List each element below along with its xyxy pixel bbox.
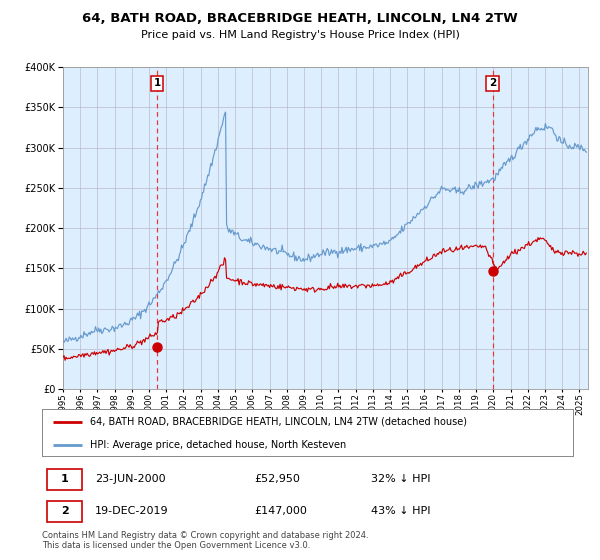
Text: 43% ↓ HPI: 43% ↓ HPI [371, 506, 431, 516]
Text: 64, BATH ROAD, BRACEBRIDGE HEATH, LINCOLN, LN4 2TW (detached house): 64, BATH ROAD, BRACEBRIDGE HEATH, LINCOL… [90, 417, 467, 427]
Text: 1: 1 [154, 78, 161, 88]
Text: £147,000: £147,000 [254, 506, 307, 516]
Text: Price paid vs. HM Land Registry's House Price Index (HPI): Price paid vs. HM Land Registry's House … [140, 30, 460, 40]
Text: 19-DEC-2019: 19-DEC-2019 [95, 506, 169, 516]
Text: 32% ↓ HPI: 32% ↓ HPI [371, 474, 431, 484]
Text: 23-JUN-2000: 23-JUN-2000 [95, 474, 166, 484]
Text: Contains HM Land Registry data © Crown copyright and database right 2024.
This d: Contains HM Land Registry data © Crown c… [42, 531, 368, 550]
FancyBboxPatch shape [47, 501, 82, 522]
Text: 64, BATH ROAD, BRACEBRIDGE HEATH, LINCOLN, LN4 2TW: 64, BATH ROAD, BRACEBRIDGE HEATH, LINCOL… [82, 12, 518, 25]
Text: £52,950: £52,950 [254, 474, 300, 484]
Text: HPI: Average price, detached house, North Kesteven: HPI: Average price, detached house, Nort… [90, 440, 346, 450]
Text: 2: 2 [61, 506, 69, 516]
Text: 1: 1 [61, 474, 69, 484]
Text: 2: 2 [489, 78, 496, 88]
FancyBboxPatch shape [47, 469, 82, 490]
